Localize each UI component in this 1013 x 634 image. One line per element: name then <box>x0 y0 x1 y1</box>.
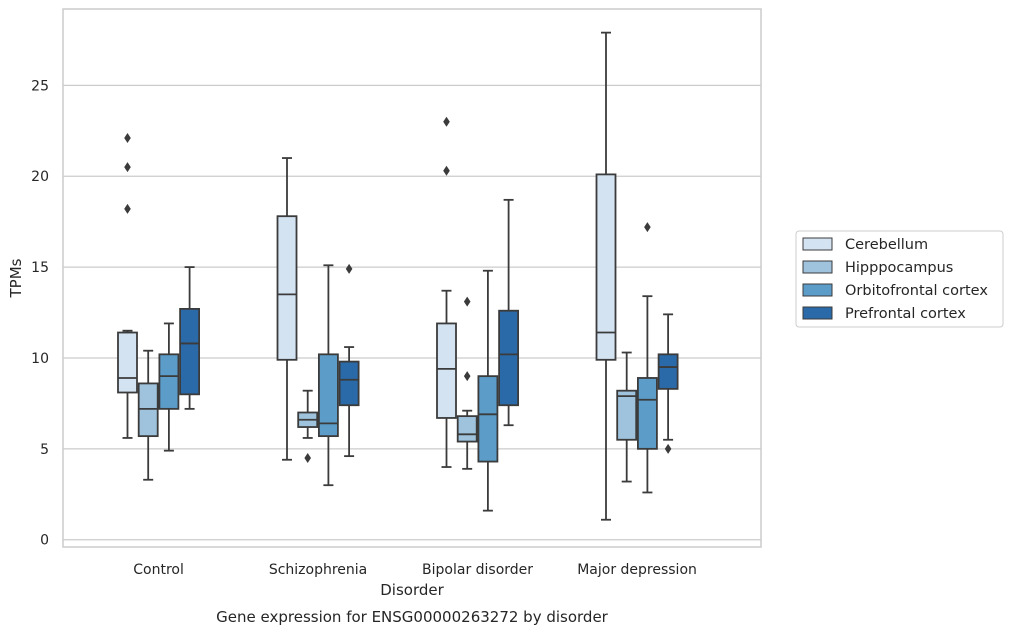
y-tick-labels: 0 5 10 15 20 25 <box>31 78 49 548</box>
iqr-box <box>498 309 520 407</box>
outlier-point <box>124 162 131 173</box>
outlier-point <box>664 443 672 454</box>
iqr-box <box>117 331 138 394</box>
iqr-box <box>616 389 638 441</box>
y-tick-label: 15 <box>31 260 49 276</box>
box-3-1 <box>338 263 360 458</box>
plot-frame <box>62 8 762 548</box>
x-axis-label: Disorder <box>380 581 444 599</box>
legend-entry: Hipppocampus <box>845 260 953 276</box>
iqr-box <box>276 215 298 361</box>
box-0-2 <box>436 116 457 468</box>
outlier-point <box>304 452 311 463</box>
iqr-box <box>477 375 499 463</box>
box-3-3 <box>657 313 679 454</box>
box-2-3 <box>637 222 658 494</box>
box-0-3 <box>595 31 617 521</box>
box-0-1 <box>276 157 298 461</box>
box-2-0 <box>158 322 180 452</box>
iqr-box <box>657 353 679 390</box>
box-1-0 <box>137 349 159 481</box>
outlier-point <box>345 263 353 274</box>
legend-entry: Orbitofrontal cortex <box>845 283 988 299</box>
legend-frame <box>795 230 1004 328</box>
outlier-point <box>124 203 131 214</box>
box-3-2 <box>498 198 520 427</box>
iqr-box <box>436 322 457 419</box>
y-tick-label: 10 <box>31 351 49 367</box>
box-1-1 <box>297 389 319 463</box>
outlier-point <box>463 371 471 382</box>
box-plots <box>117 31 679 521</box>
x-tick-label: Schizophrenia <box>269 562 367 578</box>
legend-swatch <box>802 260 833 274</box>
legend-swatch <box>802 283 833 297</box>
legend-swatch <box>802 237 833 251</box>
iqr-box <box>137 382 159 438</box>
iqr-box <box>456 415 478 443</box>
chart-title: Gene expression for ENSG00000263272 by d… <box>216 608 609 626</box>
x-tick-labels: Control Schizophrenia Bipolar disorder Majo… <box>133 562 697 578</box>
iqr-box <box>179 307 201 396</box>
box-0-0 <box>117 133 138 439</box>
legend-swatch <box>802 306 833 320</box>
iqr-box <box>637 377 658 450</box>
iqr-box <box>595 173 617 361</box>
outlier-point <box>443 116 450 127</box>
y-tick-label: 5 <box>40 442 49 458</box>
iqr-box <box>317 353 339 438</box>
iqr-box <box>338 360 360 407</box>
y-axis-label: TPMs <box>7 258 25 298</box>
outlier-point <box>463 296 471 307</box>
x-tick-label: Bipolar disorder <box>422 562 533 578</box>
box-1-3 <box>616 351 638 483</box>
iqr-box <box>158 353 180 410</box>
legend-entry: Prefrontal cortex <box>845 306 966 322</box>
legend: Cerebellum Hipppocampus Orbitofrontal cort… <box>795 230 1004 328</box>
y-tick-label: 25 <box>31 78 49 94</box>
outlier-point <box>644 222 651 233</box>
box-3-0 <box>179 266 201 410</box>
x-tick-label: Major depression <box>577 562 697 578</box>
box-2-1 <box>317 264 339 487</box>
x-tick-label: Control <box>133 562 184 578</box>
legend-entry: Cerebellum <box>845 237 928 253</box>
outlier-point <box>443 165 450 176</box>
y-tick-label: 0 <box>40 533 49 549</box>
y-tick-label: 20 <box>31 169 49 185</box>
box-1-2 <box>456 296 478 470</box>
box-2-2 <box>477 269 499 512</box>
outlier-point <box>124 133 131 144</box>
